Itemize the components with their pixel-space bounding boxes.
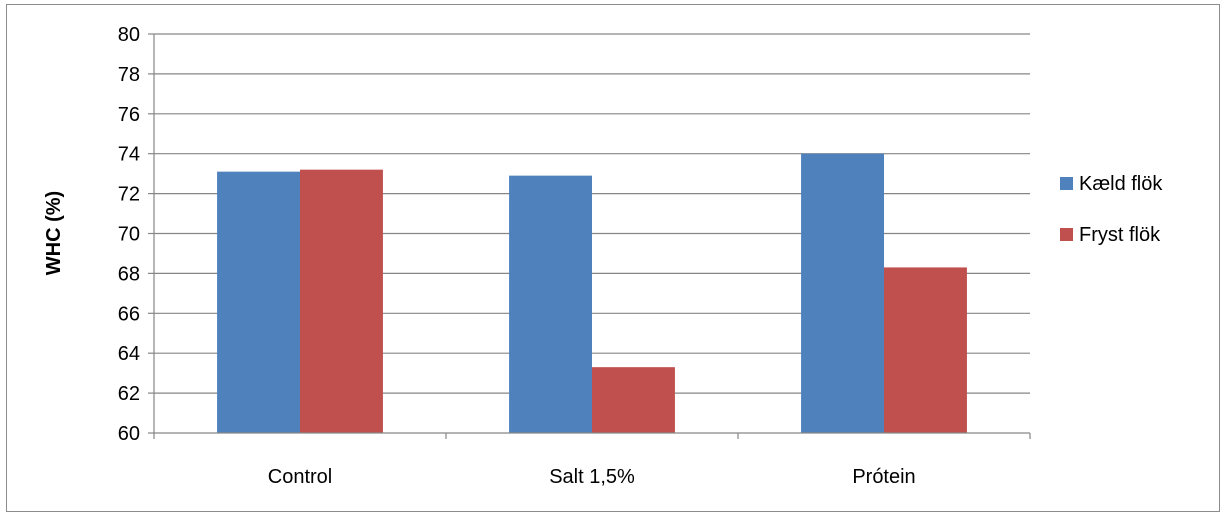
bars [217, 153, 967, 433]
bar-kaeld-flok [509, 175, 592, 433]
y-tick-label: 66 [118, 303, 140, 325]
legend-label: Fryst flök [1079, 224, 1161, 246]
y-tick-label: 80 [118, 24, 140, 46]
bar-fryst-flok [592, 367, 675, 433]
y-tick-labels: 60 62 64 66 68 70 72 74 76 78 80 [118, 24, 140, 445]
y-axis-label: WHC (%) [43, 191, 65, 275]
y-tick-label: 68 [118, 263, 140, 285]
bar-kaeld-flok [217, 171, 300, 433]
bar-fryst-flok [300, 169, 383, 433]
y-tick-label: 62 [118, 383, 140, 405]
x-tick-label: Salt 1,5% [549, 466, 635, 488]
y-tick-label: 74 [118, 144, 140, 166]
y-tick-label: 64 [118, 343, 140, 365]
bar-fryst-flok [884, 267, 967, 433]
legend-swatch [1060, 228, 1073, 241]
axes [148, 33, 1031, 439]
legend: Kæld flök Fryst flök [1060, 173, 1163, 246]
y-tick-label: 76 [118, 104, 140, 126]
x-tick-label: Control [268, 466, 332, 488]
x-tick-labels: Control Salt 1,5% Prótein [268, 466, 916, 488]
y-tick-label: 70 [118, 224, 140, 246]
y-tick-label: 60 [118, 423, 140, 445]
x-tick-label: Prótein [852, 466, 915, 488]
legend-label: Kæld flök [1079, 173, 1163, 195]
legend-swatch [1060, 177, 1073, 190]
y-tick-label: 72 [118, 184, 140, 206]
y-tick-label: 78 [118, 64, 140, 86]
bar-kaeld-flok [801, 153, 884, 433]
